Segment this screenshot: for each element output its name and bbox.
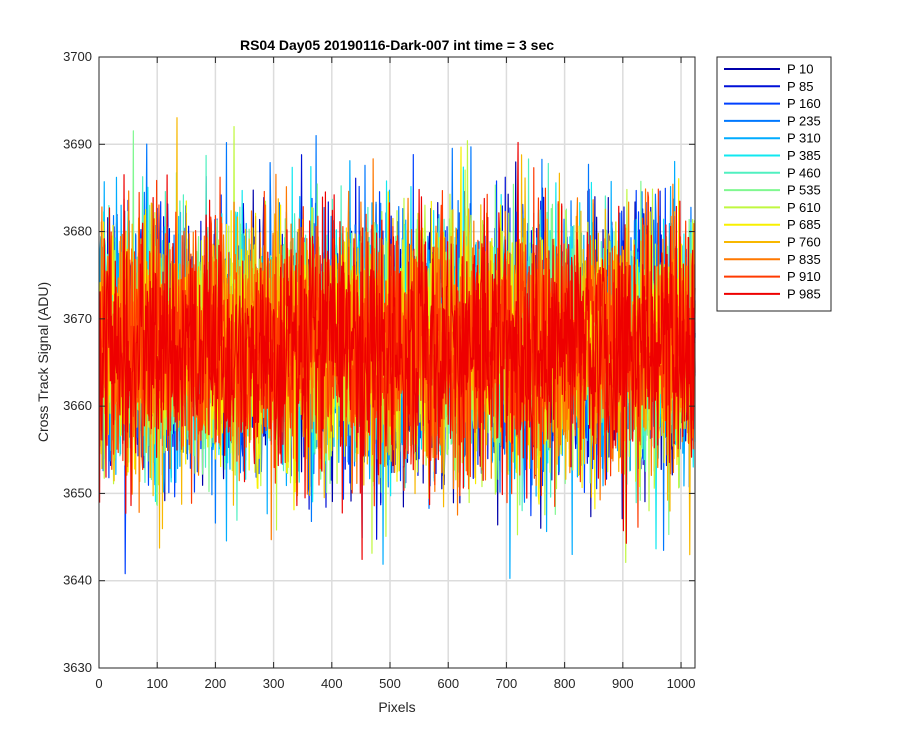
x-tick-label: 700 [496, 676, 518, 691]
axis-ticks: 0 100 200 300 400 500 600 700 800 900 1000 3630 3640… [63, 49, 695, 691]
legend-label: P 235 [787, 113, 821, 128]
x-tick-label: 900 [612, 676, 634, 691]
y-tick-label: 3670 [63, 311, 92, 326]
legend-label: P 535 [787, 183, 821, 198]
legend-label: P 610 [787, 200, 821, 215]
x-tick-label: 400 [321, 676, 343, 691]
y-tick-label: 3640 [63, 573, 92, 588]
y-tick-label: 3690 [63, 136, 92, 151]
legend-label: P 760 [787, 235, 821, 250]
legend-label: P 160 [787, 96, 821, 111]
series-lines [98, 117, 696, 579]
x-tick-label: 300 [263, 676, 285, 691]
legend-label: P 310 [787, 131, 821, 146]
legend-box [716, 56, 832, 312]
x-tick-label: 100 [146, 676, 168, 691]
legend-label: P 385 [787, 148, 821, 163]
x-tick-label: 200 [205, 676, 227, 691]
y-tick-label: 3680 [63, 224, 92, 239]
x-axis-title: Pixels [378, 699, 415, 715]
x-tick-label: 600 [437, 676, 459, 691]
legend: P 10 P 85 P 160 P 235 P 310 P 385 P 460 P 535 P … [716, 56, 832, 312]
x-tick-label: 500 [379, 676, 401, 691]
legend-label: P 685 [787, 217, 821, 232]
y-tick-label: 3650 [63, 485, 92, 500]
axes-box [98, 56, 696, 669]
legend-label: P 85 [787, 79, 814, 94]
legend-label: P 835 [787, 252, 821, 267]
legend-label: P 460 [787, 165, 821, 180]
series-line-p910 [98, 167, 696, 528]
x-tick-label: 1000 [667, 676, 696, 691]
legend-label: P 10 [787, 62, 814, 77]
y-axis-title: Cross Track Signal (ADU) [35, 282, 51, 442]
chart-title: RS04 Day05 20190116-Dark-007 int time = … [240, 37, 554, 53]
x-tick-label: 0 [95, 676, 102, 691]
legend-label: P 910 [787, 269, 821, 284]
y-tick-label: 3660 [63, 398, 92, 413]
y-tick-label: 3700 [63, 49, 92, 64]
x-tick-label: 800 [554, 676, 576, 691]
y-tick-label: 3630 [63, 660, 92, 675]
series-line-p985 [98, 141, 696, 561]
legend-label: P 985 [787, 286, 821, 301]
